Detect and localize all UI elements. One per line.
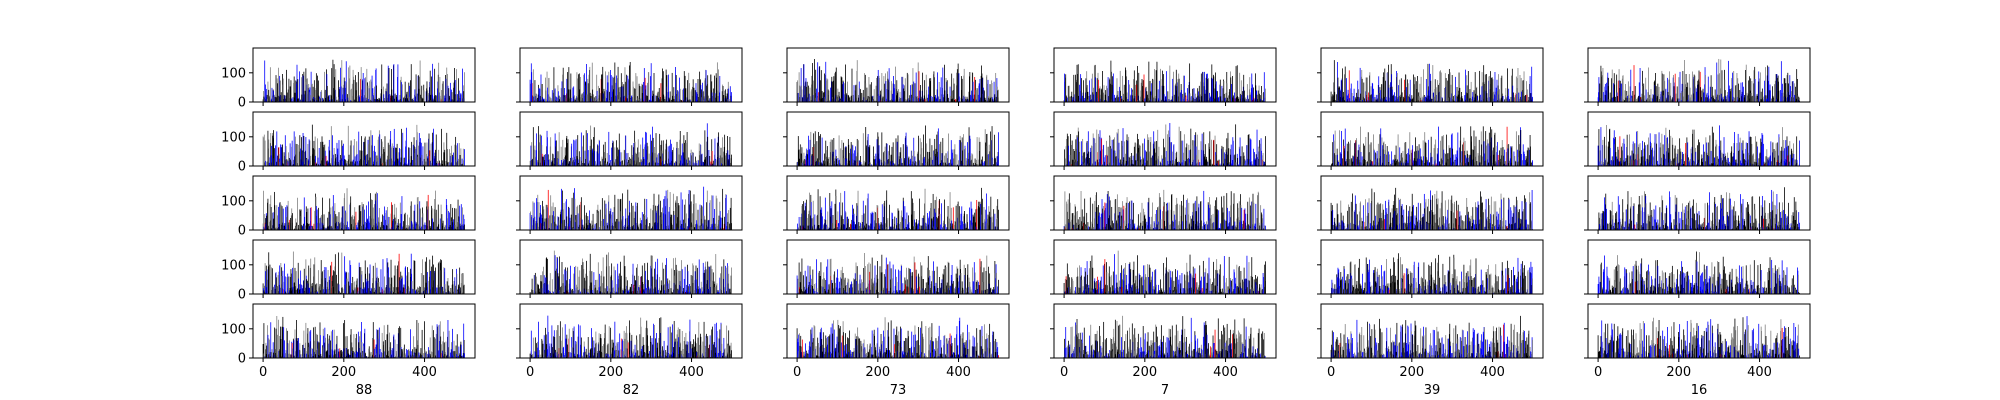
bar-group [1063, 123, 1266, 166]
axes-frame [252, 111, 476, 167]
panel-r2-73 [783, 111, 1010, 170]
panel-r2-7 [1050, 111, 1277, 170]
bar-group [1330, 60, 1533, 102]
panel-r1-88: 0 100 [221, 47, 476, 111]
axes-frame [786, 111, 1010, 167]
bar-group [796, 125, 999, 166]
bar-group [1063, 60, 1266, 102]
bar-group [529, 123, 732, 166]
y-tick-label: 100 [221, 130, 246, 145]
bar-group [1597, 58, 1800, 102]
axes-frame [1053, 47, 1277, 103]
axes-frame [519, 111, 743, 167]
panel-r1-7 [1050, 47, 1277, 106]
panel-r1-82 [516, 47, 743, 106]
y-tick-label: 100 [221, 66, 246, 81]
panel-r2-88: 0 100 [221, 111, 476, 175]
axes-frame [519, 47, 743, 103]
panel-r2-82 [516, 111, 743, 170]
y-tick-label: 0 [238, 96, 246, 111]
panel-r1-73 [783, 47, 1010, 106]
panel-r1-39 [1317, 47, 1544, 106]
bar-group [529, 61, 732, 102]
bar-group [796, 59, 999, 102]
axes-frame [786, 47, 1010, 103]
axes-frame [1320, 47, 1544, 103]
axes-frame [1587, 47, 1811, 103]
bar-group [262, 59, 465, 102]
bar-group [262, 124, 465, 166]
panel-r1-16 [1584, 47, 1811, 106]
y-tick-label: 0 [238, 160, 246, 175]
axes-frame [252, 47, 476, 103]
